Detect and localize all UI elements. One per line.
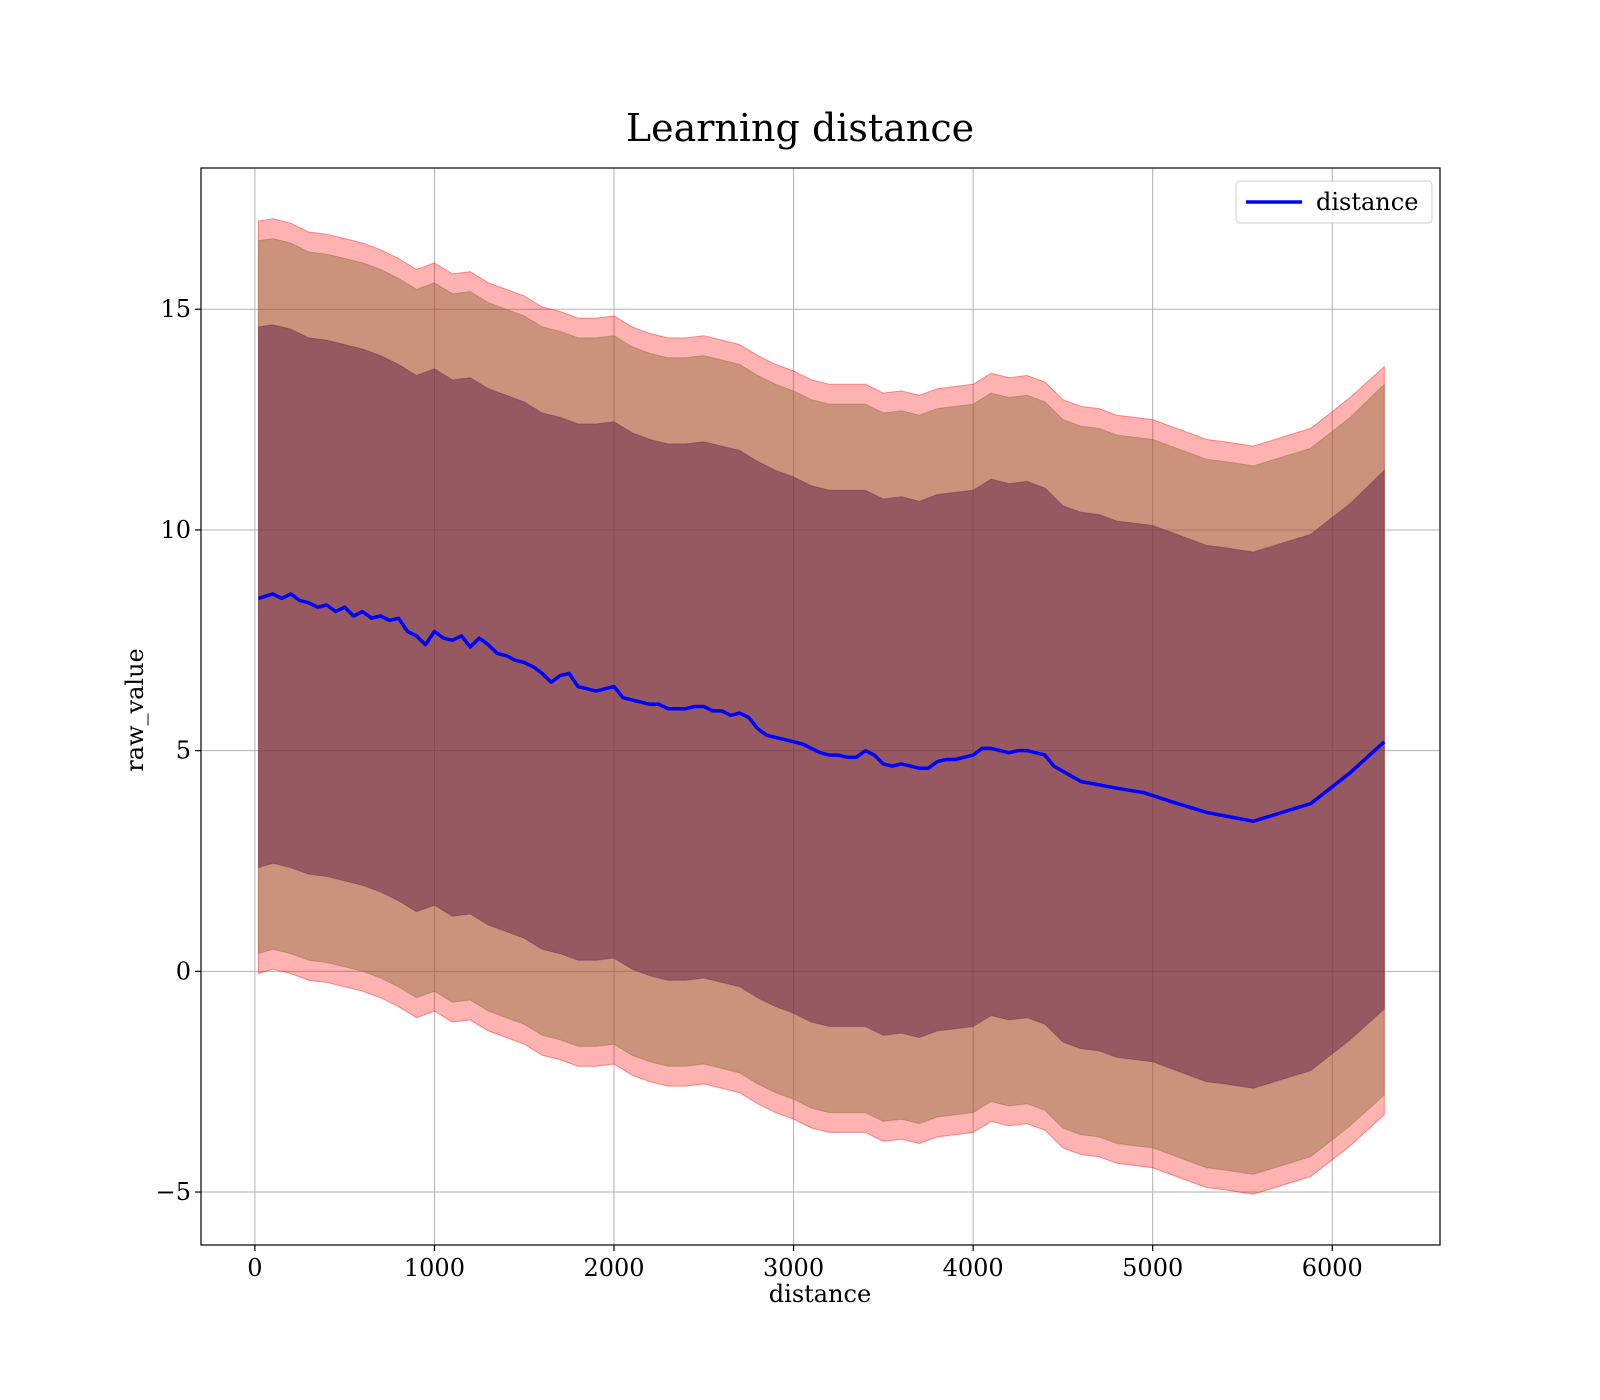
band-inner (258, 324, 1385, 1089)
chart-title: Learning distance (626, 106, 974, 150)
y-axis-ticks: −5 0 5 10 15 (156, 295, 201, 1206)
y-tick-label-4: 15 (160, 295, 191, 323)
x-tick-label-2: 2000 (583, 1254, 644, 1282)
x-tick-label-0: 0 (247, 1254, 262, 1282)
legend-label-distance: distance (1316, 188, 1418, 216)
x-tick-label-1: 1000 (404, 1254, 465, 1282)
y-tick-label-1: 0 (176, 957, 191, 985)
x-tick-label-4: 4000 (943, 1254, 1004, 1282)
y-tick-label-2: 5 (176, 737, 191, 765)
plot-frame (200, 167, 1441, 1246)
x-tick-label-6: 6000 (1302, 1254, 1363, 1282)
confidence-bands (258, 218, 1385, 1195)
series-lines (257, 592, 1386, 824)
x-axis-label: distance (769, 1280, 871, 1308)
x-tick-label-3: 3000 (763, 1254, 824, 1282)
legend-box (1235, 180, 1433, 224)
series-line-distance (257, 592, 1386, 824)
y-tick-label-0: −5 (156, 1178, 191, 1206)
legend: distance (1235, 180, 1433, 224)
y-axis-label: raw_value (121, 648, 149, 772)
y-tick-label-3: 10 (160, 516, 191, 544)
x-axis-ticks: 0 1000 2000 3000 4000 5000 6000 (247, 1245, 1363, 1282)
x-tick-label-5: 5000 (1122, 1254, 1183, 1282)
